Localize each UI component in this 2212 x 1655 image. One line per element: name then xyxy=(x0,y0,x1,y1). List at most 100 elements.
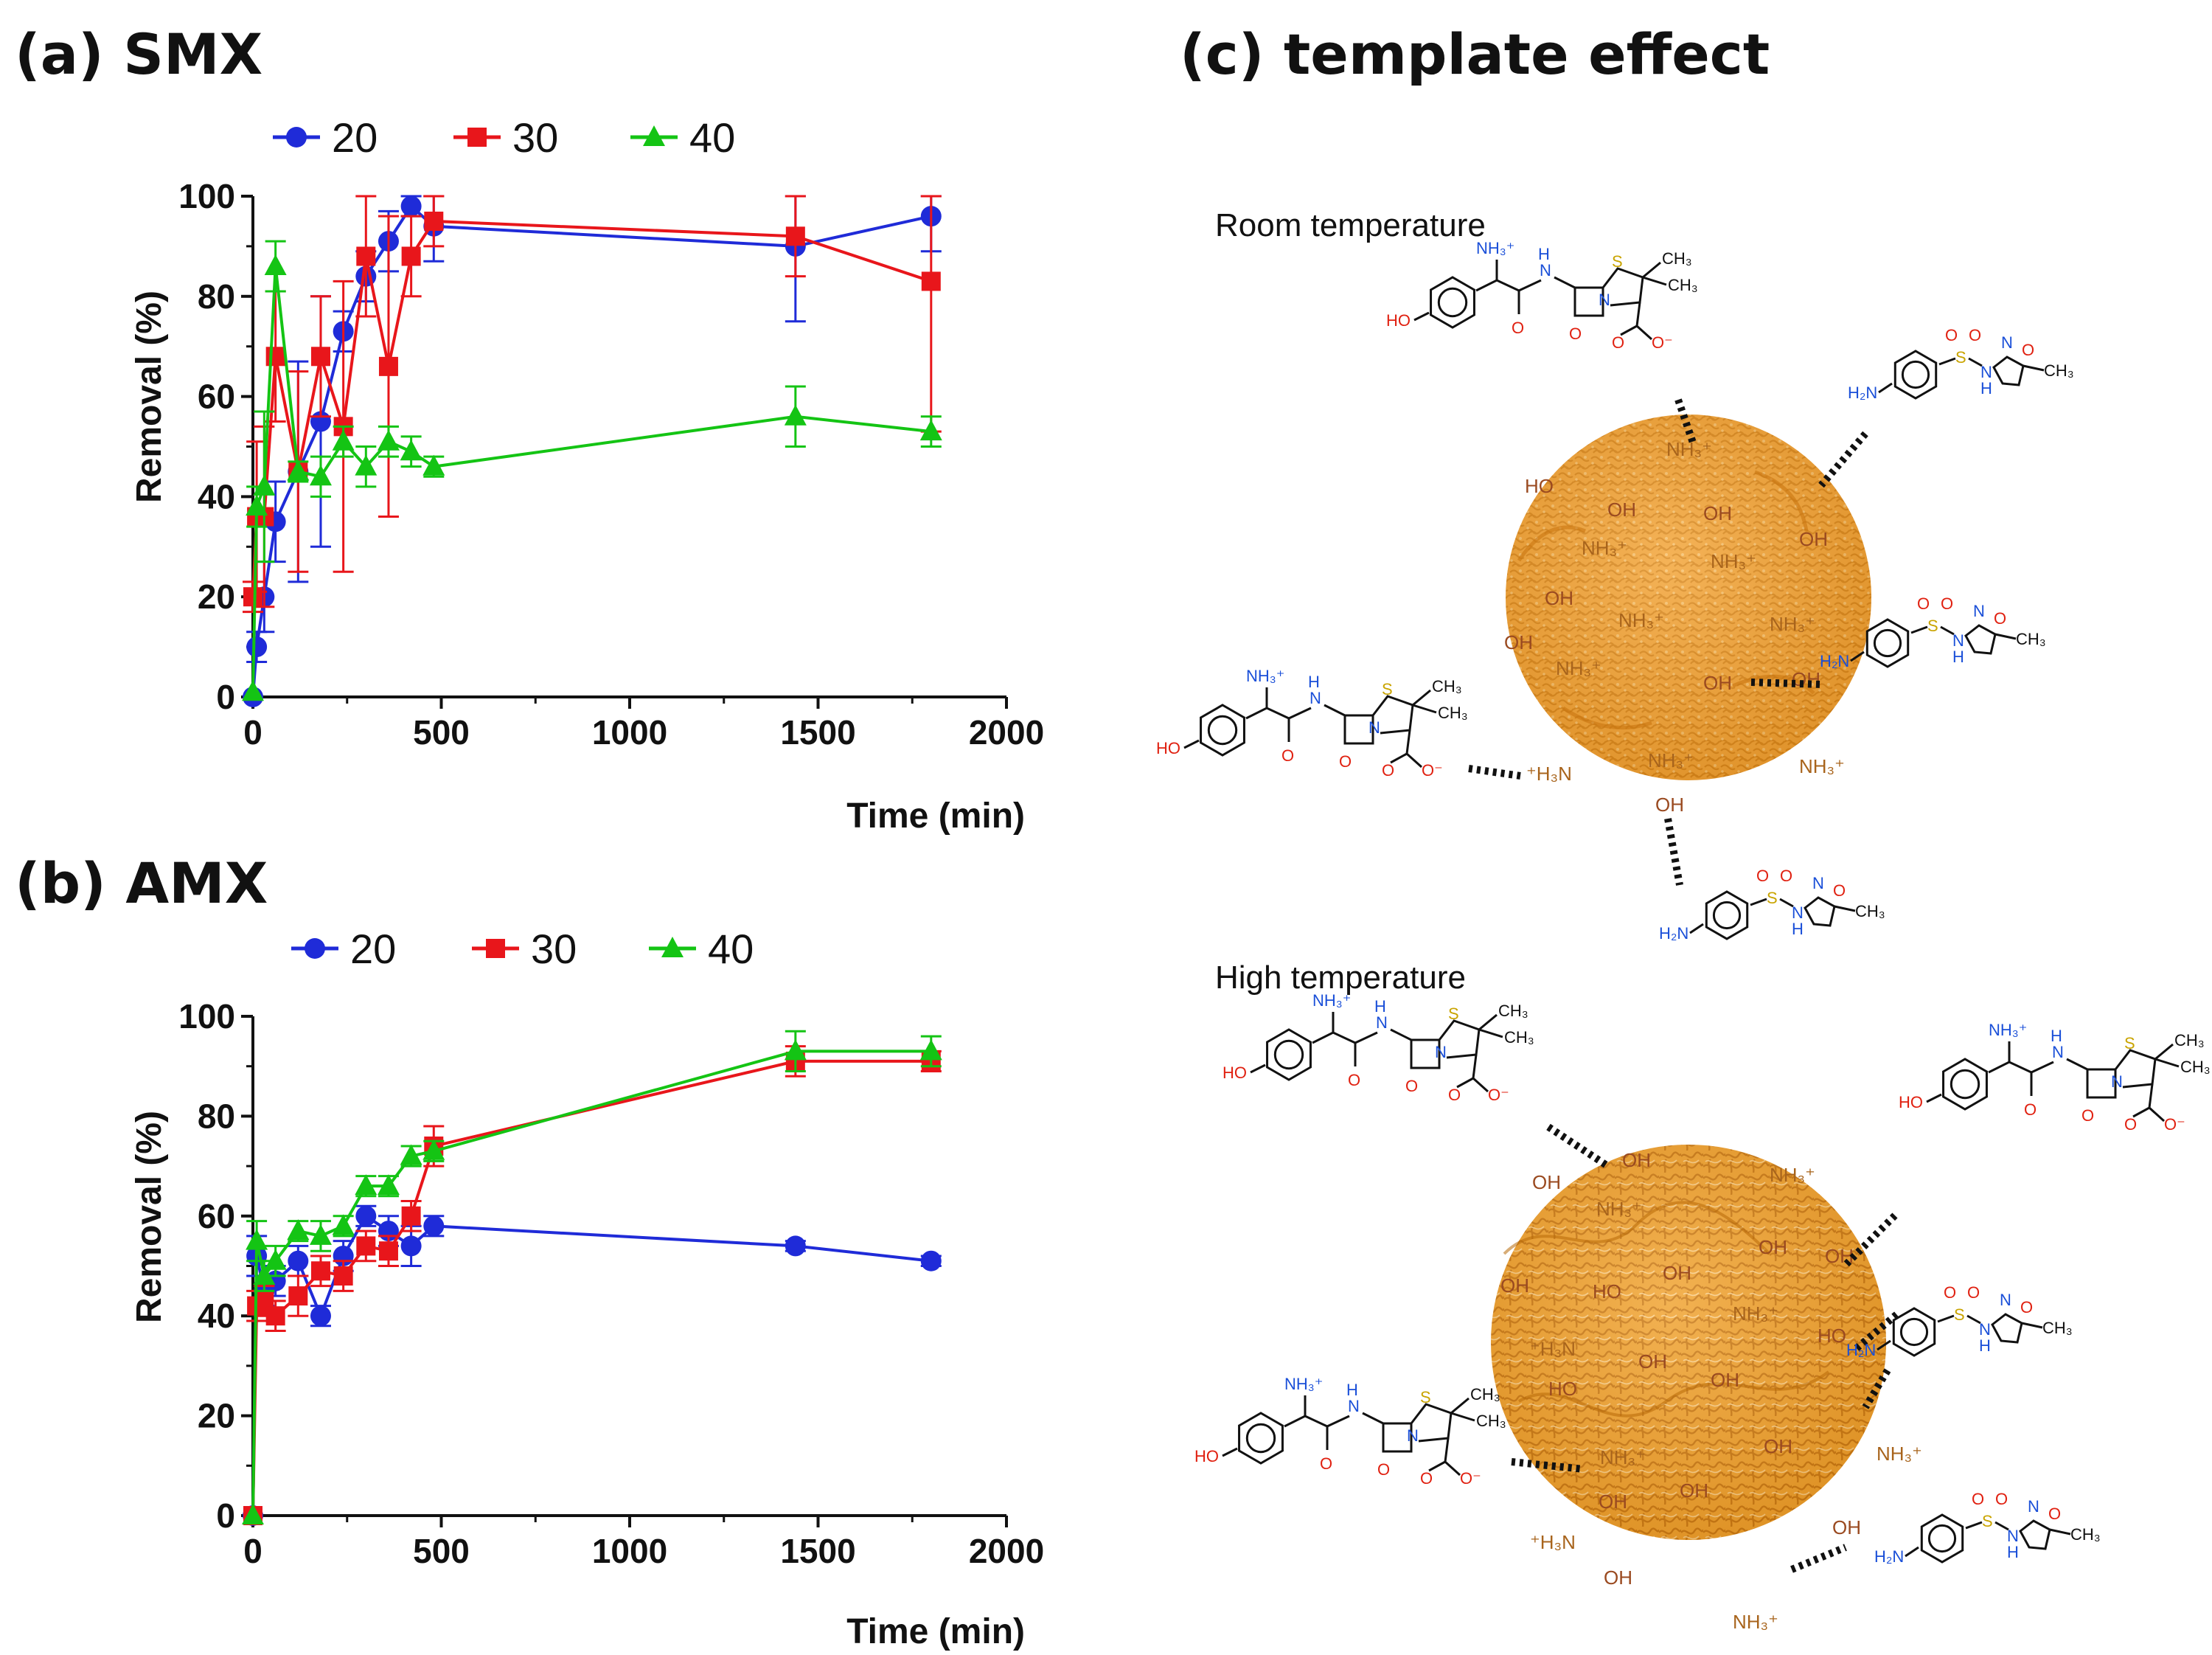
y-tick-label: 80 xyxy=(198,1097,235,1135)
atom-label: N xyxy=(1973,602,1985,620)
x-tick-label: 1000 xyxy=(592,1532,667,1570)
data-point xyxy=(265,347,285,367)
room-temperature-label: Room temperature xyxy=(1215,207,1486,243)
atom-label: H₂N xyxy=(1820,652,1849,670)
aromatic-circle xyxy=(1437,287,1468,318)
atom-label: S xyxy=(1927,617,1938,635)
surface-group: OH xyxy=(1703,502,1732,524)
series-line xyxy=(251,266,932,693)
atom-label: O xyxy=(1969,326,1981,344)
atom-label: S xyxy=(1420,1388,1431,1406)
data-point xyxy=(424,211,444,231)
legend-item-40: 40 xyxy=(649,926,754,972)
data-point xyxy=(400,1144,422,1165)
atom-label: O xyxy=(1917,594,1930,613)
x-tick-label: 1000 xyxy=(592,713,667,752)
surface-group: OH xyxy=(1680,1479,1708,1502)
surface-group: OH xyxy=(1532,1171,1561,1193)
surface-group: NH₃⁺ xyxy=(1556,657,1601,679)
data-point xyxy=(784,1039,807,1061)
panel-c-template-effect: (c) template effect Room temperature Hig… xyxy=(1156,21,2211,1633)
atom-label: N xyxy=(2001,333,2013,352)
atom-label: O⁻ xyxy=(1460,1469,1481,1488)
atom-label: O xyxy=(1448,1086,1461,1104)
atom-label: CH₃ xyxy=(2070,1525,2101,1544)
atom-label: N xyxy=(1952,631,1964,650)
atom-label: O xyxy=(2022,341,2034,359)
atom-label: N xyxy=(2052,1043,2064,1061)
data-point xyxy=(920,1250,942,1271)
plot-a: 0 500 1000 1500 2000 0 20 40 60 80 100 xyxy=(178,177,1044,752)
high-hydrogen-bonds xyxy=(1511,1123,1902,1573)
legend-item-30: 30 xyxy=(472,926,577,972)
atom-label: O⁻ xyxy=(1488,1086,1509,1104)
surface-group: OH xyxy=(1604,1566,1632,1589)
atom-label: CH₃ xyxy=(2180,1058,2211,1076)
surface-group: HO xyxy=(1593,1280,1621,1302)
x-tick-label: 500 xyxy=(413,1532,470,1570)
panel-a-title: (a) SMX xyxy=(15,21,262,87)
legend-marker xyxy=(643,125,665,146)
y-tick-label: 20 xyxy=(198,1397,235,1435)
y-tick-label: 40 xyxy=(198,1297,235,1335)
atom-label: N xyxy=(1792,903,1804,922)
surface-group: NH₃⁺ xyxy=(1770,613,1815,635)
legend-label: 30 xyxy=(512,114,558,161)
atom-label: N xyxy=(1812,874,1824,892)
data-point xyxy=(377,429,400,451)
series-40 xyxy=(242,1030,942,1524)
atom-label: NH₃⁺ xyxy=(1246,667,1284,685)
data-point xyxy=(287,1219,310,1241)
atom-label: CH₃ xyxy=(1438,704,1468,722)
data-point xyxy=(784,404,807,426)
surface-group: HO xyxy=(1525,475,1554,497)
data-point xyxy=(246,1229,268,1250)
x-tick-label: 1500 xyxy=(780,713,855,752)
atom-label: H xyxy=(1979,1336,1991,1355)
y-axis-title-b: Removal (%) xyxy=(130,1111,169,1323)
atom-label: N xyxy=(2028,1497,2039,1516)
atom-label: S xyxy=(1612,252,1623,271)
series-line xyxy=(251,1059,931,1516)
x-axis-title-a: Time (min) xyxy=(846,797,1025,836)
legend-marker xyxy=(486,939,505,958)
atom-label: S xyxy=(1982,1512,1993,1530)
legend-marker xyxy=(467,128,487,147)
atom-label: H xyxy=(1538,245,1550,263)
plot-b: 0 500 1000 1500 2000 0 20 40 60 80 100 xyxy=(178,997,1044,1570)
atom-label: O xyxy=(1945,326,1958,344)
data-point xyxy=(378,356,398,376)
atom-label: O xyxy=(1420,1469,1433,1488)
atom-label: O xyxy=(1967,1283,1980,1302)
atom-label: CH₃ xyxy=(2042,1319,2073,1337)
surface-group: OH xyxy=(1711,1369,1739,1391)
atom-label: CH₃ xyxy=(1504,1028,1534,1047)
atom-label: O xyxy=(1972,1490,1984,1508)
surface-group: OH xyxy=(1504,631,1533,653)
atom-label: O xyxy=(1833,881,1846,900)
data-point xyxy=(785,1235,806,1257)
data-point xyxy=(356,246,376,266)
atom-label: H₂N xyxy=(1848,384,1877,402)
y-tick-label: 0 xyxy=(216,1496,235,1535)
data-point xyxy=(423,1215,445,1237)
data-point xyxy=(242,680,264,701)
high-surface-groups: OH OH OH HO OH OH OH HO OH HO OH OH OH O… xyxy=(1500,1149,1922,1633)
room-surface-groups: HO OH OH OH OH OH OH OH OH NH₃⁺ NH₃⁺ NH₃… xyxy=(1504,438,1845,816)
atom-label: CH₃ xyxy=(2016,630,2046,648)
particle-high-temperature xyxy=(1491,1145,1886,1540)
x-tick-label: 1500 xyxy=(780,1532,855,1570)
atom-label: N xyxy=(1435,1043,1447,1061)
atom-label: HO xyxy=(1156,739,1180,757)
panel-b-amx: (b) AMX 20 30 40 0 500 1000 1500 2000 0 20 40 60 80… xyxy=(15,850,1044,1651)
atom-label: O xyxy=(1612,333,1624,352)
x-tick-label: 500 xyxy=(413,713,470,752)
atom-label: O xyxy=(1941,594,1953,613)
surface-group: ⁺H₃N xyxy=(1530,1338,1576,1360)
surface-group: OH xyxy=(1832,1516,1861,1538)
legend-item-20: 20 xyxy=(291,926,396,972)
